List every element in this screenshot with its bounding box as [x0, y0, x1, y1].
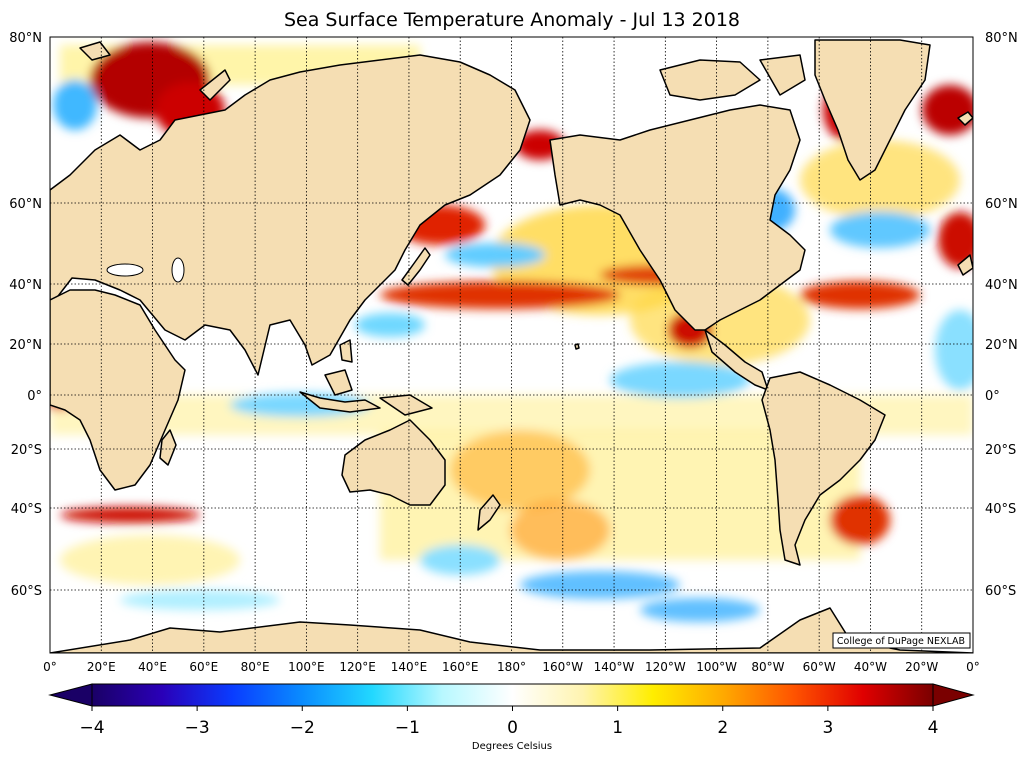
- colorbar-label: Degrees Celsius: [471, 741, 553, 752]
- lon-label: 120°W: [645, 660, 686, 674]
- map-frame: [49, 36, 974, 654]
- lon-label: 100°E: [288, 660, 325, 674]
- lat-label: 0°: [985, 389, 1000, 404]
- lat-label: 40°S: [985, 502, 1016, 517]
- lon-label: 180°: [497, 660, 526, 674]
- colorbar-tick-label: −1: [395, 718, 420, 738]
- colorbar-tick-label: 4: [928, 718, 939, 738]
- colorbar-tick-label: 0: [507, 718, 518, 738]
- colorbar-tick-label: 2: [717, 718, 728, 738]
- colorbar-max-extension: [932, 683, 975, 707]
- inland-water: [106, 257, 185, 283]
- lat-label: 20°S: [985, 443, 1016, 458]
- lon-label: 60°W: [803, 660, 836, 674]
- lon-label: 80°W: [751, 660, 784, 674]
- lat-label: 60°N: [9, 197, 42, 212]
- lon-label: 100°W: [696, 660, 737, 674]
- colorbar-tick-label: −4: [79, 718, 104, 738]
- lon-label: 80°E: [241, 660, 270, 674]
- credit-text: College of DuPage NEXLAB: [837, 636, 965, 647]
- lat-label: 60°S: [11, 584, 42, 599]
- lon-label: 140°W: [594, 660, 635, 674]
- lat-label: 20°N: [9, 338, 42, 353]
- lat-label: 40°S: [11, 502, 42, 517]
- lat-labels-left: 80°N 60°N 40°N 20°N 0° 20°S 40°S 60°S: [9, 31, 42, 599]
- lat-label: 60°N: [985, 197, 1018, 212]
- lon-label: 160°E: [442, 660, 479, 674]
- map-title: Sea Surface Temperature Anomaly - Jul 13…: [283, 9, 741, 31]
- credit-box: College of DuPage NEXLAB: [832, 632, 971, 649]
- lon-label: 20°E: [87, 660, 116, 674]
- colorbar-tick-label: 1: [612, 718, 623, 738]
- lon-labels: 0° 20°E 40°E 60°E 80°E 100°E 120°E 140°E 160°E 18…: [43, 660, 980, 674]
- colorbar-tick-label: −3: [185, 718, 210, 738]
- lon-label: 160°W: [542, 660, 583, 674]
- continents: [50, 39, 973, 653]
- lat-label: 60°S: [985, 584, 1016, 599]
- lat-labels-right: 80°N 60°N 40°N 20°N 0° 20°S 40°S 60°S: [985, 31, 1018, 599]
- colorbar-tick-label: −2: [290, 718, 315, 738]
- colorbar-gradient: [92, 684, 933, 706]
- lon-label: 120°E: [339, 660, 376, 674]
- graticule: [50, 37, 973, 653]
- lon-label: 20°W: [905, 660, 938, 674]
- lat-label: 40°N: [9, 278, 42, 293]
- lat-label: 0°: [27, 389, 42, 404]
- colorbar-min-extension: [48, 683, 93, 707]
- lon-label: 140°E: [391, 660, 428, 674]
- lon-label: 60°E: [189, 660, 218, 674]
- lat-label: 80°N: [9, 31, 42, 46]
- lon-label: 40°W: [854, 660, 887, 674]
- lon-label: 40°E: [138, 660, 167, 674]
- lat-label: 20°S: [11, 443, 42, 458]
- colorbar-tick-label: 3: [822, 718, 833, 738]
- colorbar-ticks: −4 −3 −2 −1 0 1 2 3 4: [79, 706, 938, 738]
- lon-label: 0°: [43, 660, 57, 674]
- lat-label: 80°N: [985, 31, 1018, 46]
- lon-label: 0°: [966, 660, 980, 674]
- lat-label: 20°N: [985, 338, 1018, 353]
- lat-label: 40°N: [985, 278, 1018, 293]
